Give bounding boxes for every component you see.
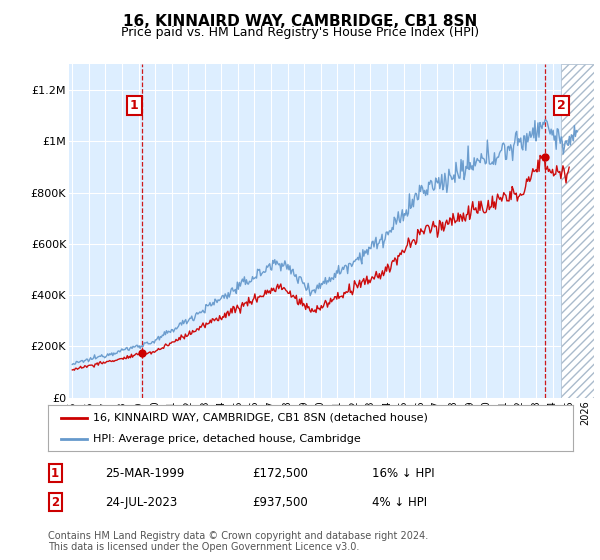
Text: 1: 1 xyxy=(130,99,139,112)
Bar xyxy=(561,64,594,398)
Text: £172,500: £172,500 xyxy=(252,466,308,480)
Text: Price paid vs. HM Land Registry's House Price Index (HPI): Price paid vs. HM Land Registry's House … xyxy=(121,26,479,39)
Text: 16, KINNAIRD WAY, CAMBRIDGE, CB1 8SN (detached house): 16, KINNAIRD WAY, CAMBRIDGE, CB1 8SN (de… xyxy=(92,413,427,423)
Text: Contains HM Land Registry data © Crown copyright and database right 2024.
This d: Contains HM Land Registry data © Crown c… xyxy=(48,531,428,553)
Text: 16% ↓ HPI: 16% ↓ HPI xyxy=(372,466,434,480)
Text: 4% ↓ HPI: 4% ↓ HPI xyxy=(372,496,427,509)
Text: £937,500: £937,500 xyxy=(252,496,308,509)
Text: 16, KINNAIRD WAY, CAMBRIDGE, CB1 8SN: 16, KINNAIRD WAY, CAMBRIDGE, CB1 8SN xyxy=(123,14,477,29)
Text: 25-MAR-1999: 25-MAR-1999 xyxy=(105,466,184,480)
Text: 2: 2 xyxy=(51,496,59,509)
Text: 24-JUL-2023: 24-JUL-2023 xyxy=(105,496,177,509)
Text: HPI: Average price, detached house, Cambridge: HPI: Average price, detached house, Camb… xyxy=(92,435,361,444)
Text: 1: 1 xyxy=(51,466,59,480)
Text: 2: 2 xyxy=(557,99,566,112)
